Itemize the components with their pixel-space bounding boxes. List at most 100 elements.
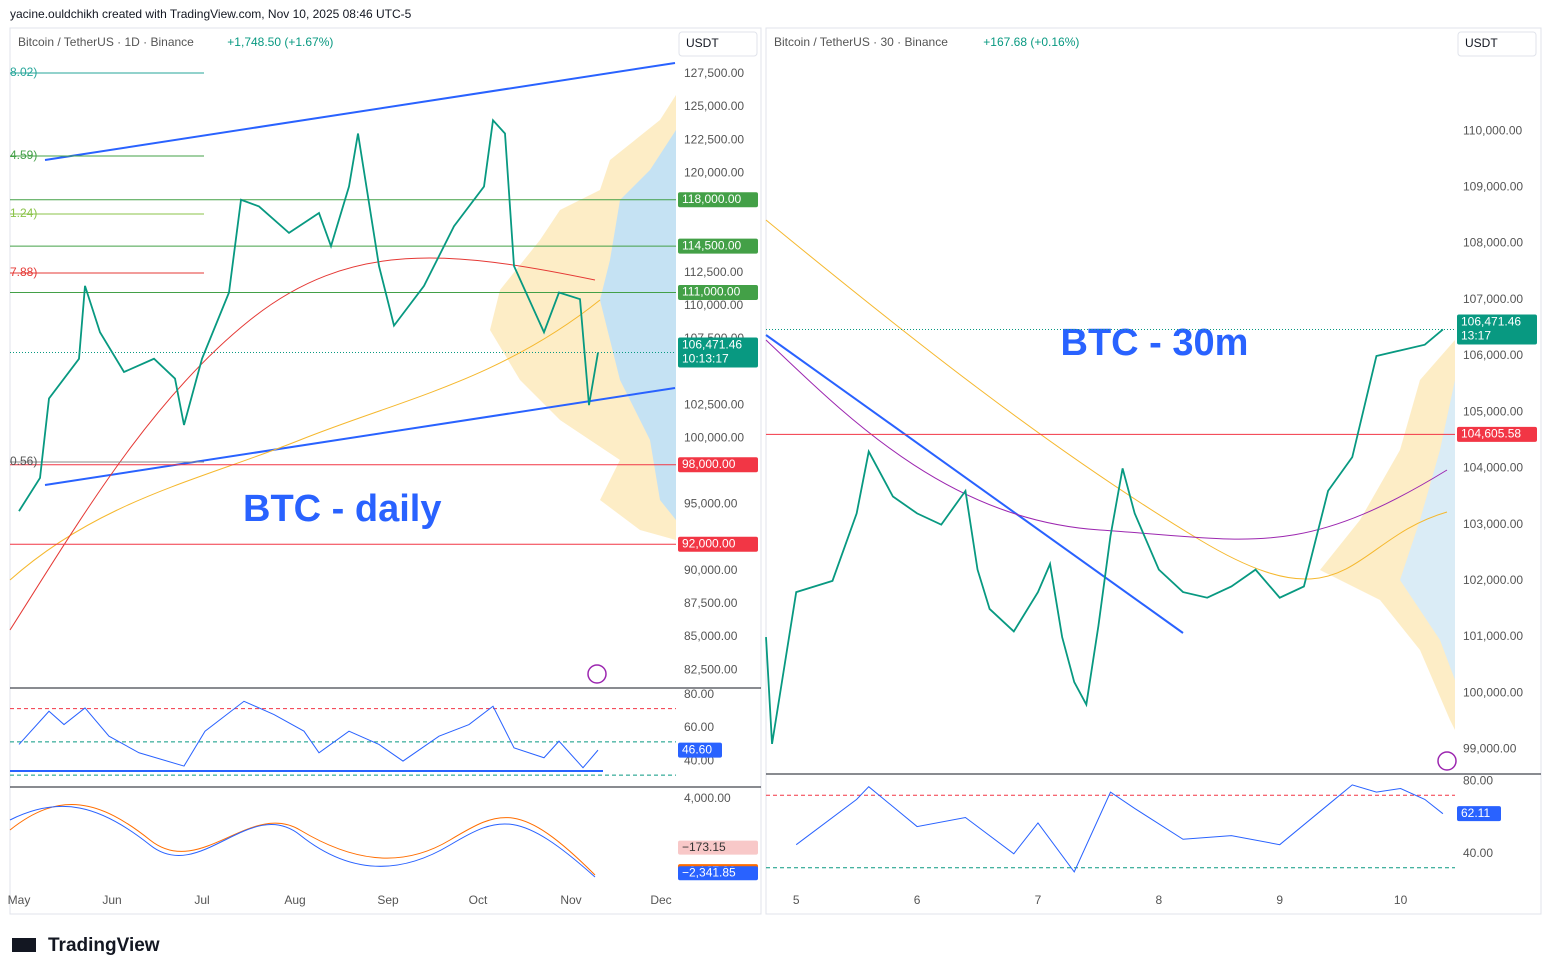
x-tick-label: 8 <box>1156 893 1163 907</box>
fib-label: 7.88) <box>10 265 37 279</box>
price-line <box>18 118 599 512</box>
level-label-bg <box>678 457 758 473</box>
x-tick-label: Dec <box>650 893 671 907</box>
rsi-value: 46.60 <box>682 742 712 756</box>
x-tick-label: 5 <box>793 893 800 907</box>
right-panel <box>765 27 1542 915</box>
y-tick-label: 95,000.00 <box>684 497 738 511</box>
y-tick-label: 85,000.00 <box>684 629 738 643</box>
x-tick-label: 9 <box>1276 893 1283 907</box>
level-label: 92,000.00 <box>682 536 736 550</box>
fib-label: 4.59) <box>10 148 37 162</box>
level-label: 118,000.00 <box>682 192 741 206</box>
trend-line <box>765 334 1184 634</box>
last-price-bg <box>1457 314 1537 345</box>
currency-button[interactable] <box>678 31 758 57</box>
level-label: 111,000.00 <box>682 285 741 299</box>
level-label: 98,000.00 <box>682 457 736 471</box>
y-tick-label: 108,000.00 <box>1463 236 1523 250</box>
alert-icon[interactable] <box>587 664 607 684</box>
rsi-tick-label: 40.00 <box>1463 846 1493 860</box>
last-price-bg <box>678 337 758 368</box>
rsi-tick-label: 80.00 <box>684 687 714 701</box>
y-tick-label: 90,000.00 <box>684 563 738 577</box>
level-label: 104,605.58 <box>1461 427 1521 441</box>
left-panel <box>9 27 762 915</box>
annotation: BTC - daily <box>243 488 441 530</box>
header: yacine.ouldchikh created with TradingVie… <box>10 7 412 21</box>
symbol: Bitcoin / TetherUS · 1D · Binance <box>18 35 194 49</box>
symbol: Bitcoin / TetherUS · 30 · Binance <box>774 35 948 49</box>
y-tick-label: 102,500.00 <box>684 397 744 411</box>
countdown: 10:13:17 <box>682 352 729 366</box>
y-tick-label: 101,000.00 <box>1463 629 1523 643</box>
price-line <box>795 784 1444 873</box>
footer-logo: TradingView <box>48 935 160 956</box>
change: +1,748.50 (+1.67%) <box>227 35 333 49</box>
x-tick-label: Jul <box>194 893 209 907</box>
y-tick-label: 106,000.00 <box>1463 348 1523 362</box>
level-label-bg <box>678 192 758 208</box>
y-tick-label: 107,000.00 <box>1463 292 1523 306</box>
y-tick-label: 99,000.00 <box>1463 742 1517 756</box>
currency-button[interactable] <box>1457 31 1537 57</box>
y-tick-label: 105,000.00 <box>1463 404 1523 418</box>
x-tick-label: May <box>8 893 31 907</box>
y-tick-label: 122,500.00 <box>684 132 744 146</box>
y-tick-label: 120,000.00 <box>684 165 744 179</box>
currency[interactable]: USDT <box>686 36 719 50</box>
y-tick-label: 102,000.00 <box>1463 573 1523 587</box>
level-label-bg <box>678 238 758 254</box>
y-tick-label: 100,000.00 <box>684 430 744 444</box>
moving-average <box>765 339 1448 540</box>
moving-average <box>9 257 596 631</box>
price-line <box>18 700 599 769</box>
rsi-tick-label: 60.00 <box>684 720 714 734</box>
volume-profile <box>1320 340 1455 730</box>
fib-label: 8.02) <box>10 65 37 79</box>
macd-label: −2,341.85 <box>682 865 736 879</box>
logo-icon <box>12 938 36 952</box>
price-line <box>765 328 1444 745</box>
x-tick-label: Jun <box>102 893 121 907</box>
x-tick-label: Nov <box>560 893 581 907</box>
moving-average <box>765 219 1448 580</box>
y-tick-label: 82,500.00 <box>684 662 738 676</box>
x-tick-label: 6 <box>914 893 921 907</box>
y-tick-label: 109,000.00 <box>1463 179 1523 193</box>
volume-profile <box>1400 380 1455 680</box>
macd-label-bg <box>678 866 758 881</box>
y-tick-label: 127,500.00 <box>684 66 744 80</box>
rsi-value-bg <box>1457 806 1501 822</box>
y-tick-label: 110,000.00 <box>1463 123 1522 137</box>
x-tick-label: Aug <box>284 893 305 907</box>
fib-label: 1.24) <box>10 206 37 220</box>
trend-line <box>44 62 676 161</box>
macd-label: −173.15 <box>682 840 726 854</box>
last-price: 106,471.46 <box>682 338 742 352</box>
rsi-tick-label: 80.00 <box>1463 773 1493 787</box>
y-tick-label: 110,000.00 <box>684 298 743 312</box>
rsi-value-bg <box>678 742 722 758</box>
level-label-bg <box>678 285 758 301</box>
y-tick-label: 100,000.00 <box>1463 685 1523 699</box>
trend-line <box>44 387 676 486</box>
fib-label: 0.56) <box>10 454 37 468</box>
alert-icon[interactable] <box>1437 751 1457 771</box>
rsi-value: 62.11 <box>1461 806 1490 820</box>
annotation: BTC - 30m <box>1061 322 1249 364</box>
change: +167.68 (+0.16%) <box>983 35 1079 49</box>
x-tick-label: Oct <box>469 893 488 907</box>
macd-tick-label: 4,000.00 <box>684 791 731 805</box>
y-tick-label: 87,500.00 <box>684 596 738 610</box>
x-tick-label: 7 <box>1035 893 1042 907</box>
x-tick-label: 10 <box>1394 893 1408 907</box>
macd-signal <box>9 804 596 876</box>
currency[interactable]: USDT <box>1465 36 1498 50</box>
level-label: 114,500.00 <box>682 238 741 252</box>
x-tick-label: Sep <box>377 893 399 907</box>
y-tick-label: 112,500.00 <box>684 265 743 279</box>
y-tick-label: 103,000.00 <box>1463 517 1523 531</box>
y-tick-label: 104,000.00 <box>1463 461 1523 475</box>
